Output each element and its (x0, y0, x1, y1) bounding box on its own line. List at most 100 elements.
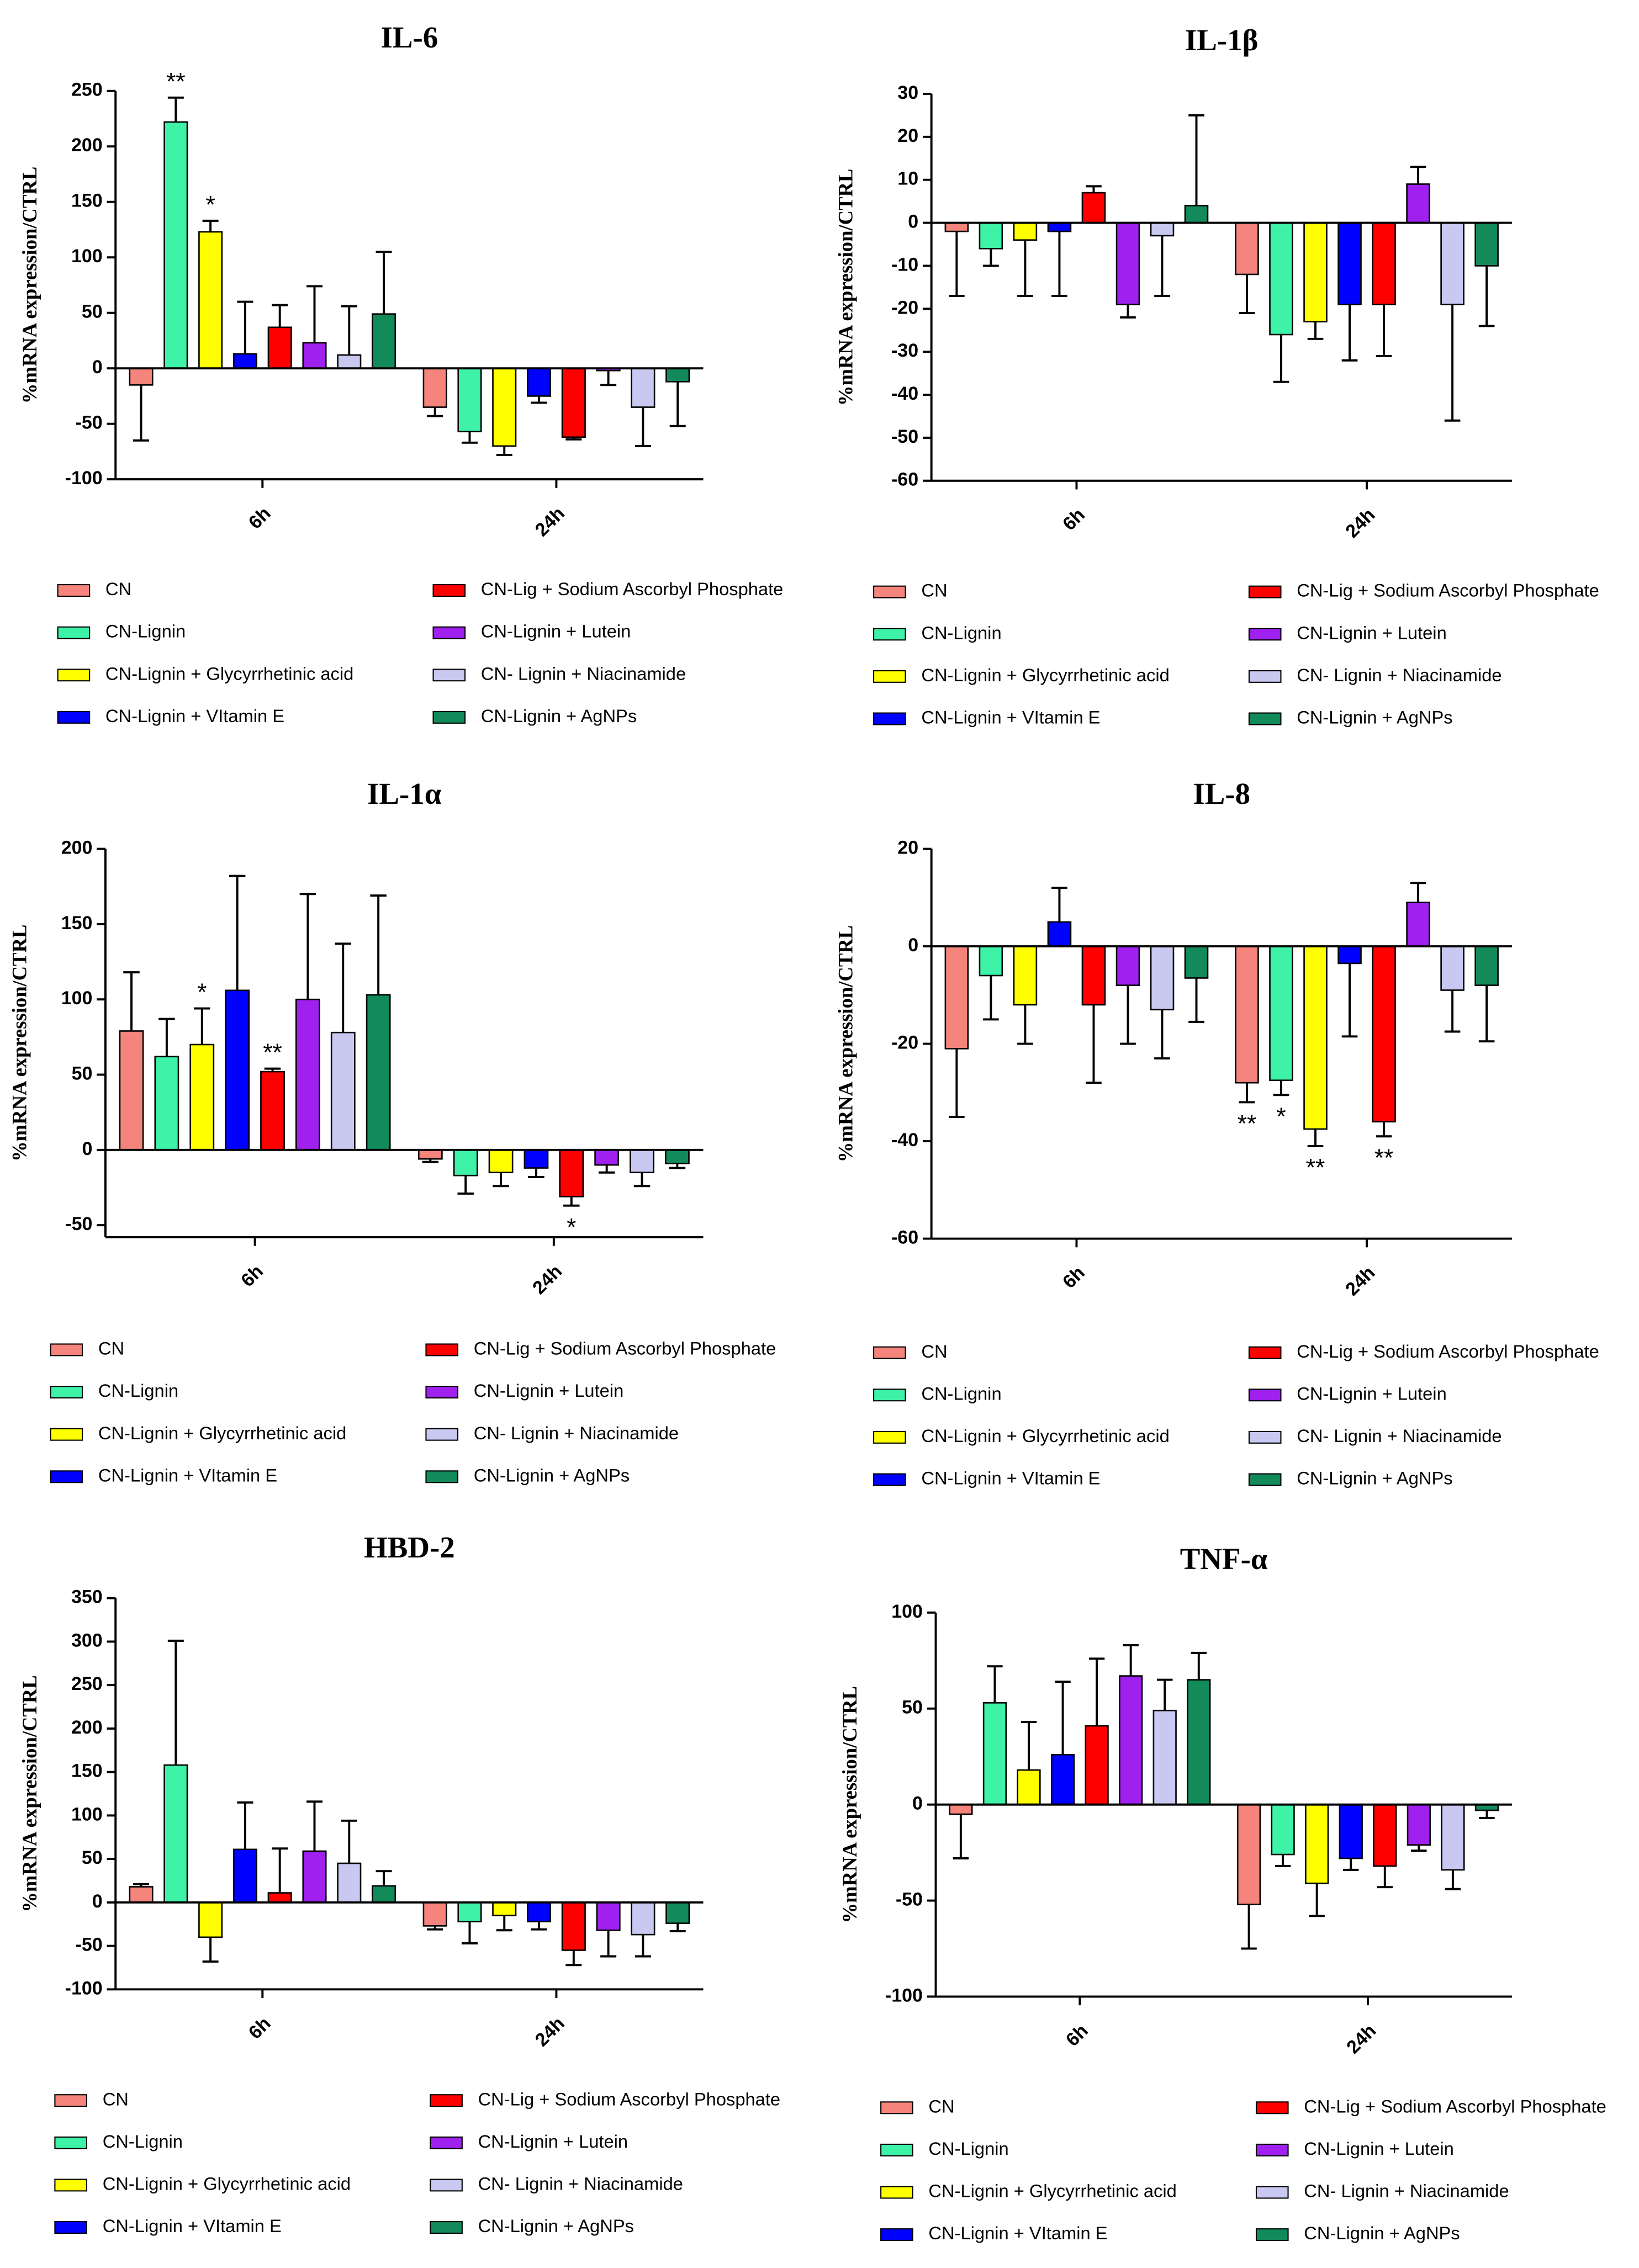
error-bar (1017, 1004, 1033, 1045)
significance-label: * (205, 191, 215, 218)
bar (337, 1862, 362, 1904)
y-tick-label: -50 (891, 426, 918, 447)
bar (1406, 183, 1430, 224)
bar (422, 367, 447, 408)
x-tick-label: 24h (1341, 504, 1379, 542)
legend-label: CN-Lignin + AgNPs (481, 706, 637, 726)
error-bar (306, 285, 322, 343)
y-tick-label: -20 (891, 1032, 918, 1053)
legend-swatch (873, 1389, 906, 1402)
legend-label: CN-Lignin + AgNPs (474, 1465, 630, 1485)
bar (596, 1901, 621, 1931)
error-bar (299, 893, 316, 1000)
y-tick-label: -40 (891, 383, 918, 404)
error-bar (237, 1801, 253, 1850)
error-bar (461, 1921, 478, 1944)
error-bar (1086, 185, 1102, 193)
bar (1372, 222, 1396, 305)
chart-title: TNF-α (1180, 1542, 1268, 1576)
y-tick-label: 20 (897, 125, 918, 146)
legend-swatch (873, 1346, 906, 1359)
bar (457, 367, 482, 433)
legend-label: CN-Lignin + VItamin E (98, 1465, 277, 1485)
bar (1474, 222, 1499, 267)
x-tick-label: 24h (531, 503, 569, 540)
y-tick-label: -60 (891, 469, 918, 490)
legend-swatch (50, 1428, 83, 1441)
bar (457, 1901, 482, 1922)
error-bar (158, 1018, 175, 1057)
bar (302, 342, 327, 369)
error-bar (1239, 1083, 1255, 1104)
y-tick-label: 0 (908, 935, 918, 956)
bar (1236, 1804, 1261, 1905)
significance-label: ** (1238, 1110, 1257, 1137)
error-bar (1273, 1080, 1289, 1096)
y-tick-label: 30 (897, 82, 918, 103)
bar (1047, 222, 1072, 232)
bar (295, 998, 320, 1151)
error-bar (1188, 978, 1204, 1023)
error-bar (1241, 1904, 1257, 1950)
significance-label: * (1276, 1103, 1286, 1130)
error-bar (493, 1172, 509, 1188)
bar (665, 1149, 690, 1164)
error-bar (953, 1814, 969, 1859)
bar (330, 1031, 356, 1151)
error-bar (1273, 335, 1289, 383)
error-bar (1120, 304, 1136, 319)
error-bar (1088, 1657, 1105, 1726)
bar (665, 367, 690, 383)
bar (1271, 1804, 1295, 1856)
legend-label: CN-Lignin (103, 2131, 183, 2152)
error-bar (427, 407, 443, 417)
error-bar (457, 1175, 474, 1195)
error-bar (1191, 1651, 1207, 1680)
bar (527, 1901, 552, 1922)
legend-label: CN (921, 1341, 947, 1361)
x-tick-label: 6h (1059, 504, 1089, 534)
legend-label: CN-Lignin + Lutein (1304, 2138, 1454, 2159)
bar (1047, 921, 1072, 947)
bar (154, 1056, 179, 1151)
bar (1115, 945, 1140, 986)
bar (1303, 945, 1328, 1130)
bar (337, 354, 362, 369)
error-bar (600, 370, 617, 386)
legend-swatch (873, 712, 906, 725)
bar (1373, 1804, 1397, 1867)
bar (260, 1071, 285, 1151)
y-axis-label: %mRNA expression/CTRL (834, 925, 856, 1162)
legend-label: CN-Lignin + Glycyrrhetinic acid (98, 1423, 346, 1443)
legend-swatch (54, 2136, 87, 2149)
bar (119, 1030, 144, 1151)
y-tick-label: -40 (891, 1130, 918, 1151)
legend-label: CN-Lignin + Glycyrrhetinic acid (928, 2181, 1176, 2201)
legend-swatch (1255, 2143, 1289, 2156)
legend-label: CN-Lig + Sodium Ascorbyl Phosphate (1304, 2096, 1606, 2116)
y-tick-label: 50 (72, 1063, 93, 1084)
legend-swatch (57, 669, 91, 682)
bar (1050, 1753, 1075, 1805)
x-tick-label: 24h (1342, 2020, 1380, 2058)
legend-swatch (873, 1473, 906, 1486)
bar (979, 222, 1003, 250)
y-tick-label: -100 (65, 468, 103, 489)
error-bar (167, 96, 184, 123)
y-tick-label: 100 (71, 246, 103, 267)
error-bar (1275, 1854, 1291, 1867)
legend-label: CN-Lignin + VItamin E (928, 2223, 1107, 2243)
bar (1440, 222, 1464, 305)
error-bar (422, 1159, 439, 1163)
legend-swatch (1248, 1346, 1282, 1359)
bar (949, 1804, 973, 1815)
legend-swatch (54, 2094, 87, 2107)
error-bar (1410, 166, 1426, 184)
significance-label: ** (1374, 1144, 1394, 1172)
y-tick-label: 100 (71, 1804, 103, 1825)
y-tick-label: -50 (65, 1214, 92, 1234)
bar (631, 1901, 655, 1936)
bar (372, 313, 396, 369)
bar (453, 1149, 478, 1177)
y-tick-label: -60 (891, 1227, 918, 1248)
